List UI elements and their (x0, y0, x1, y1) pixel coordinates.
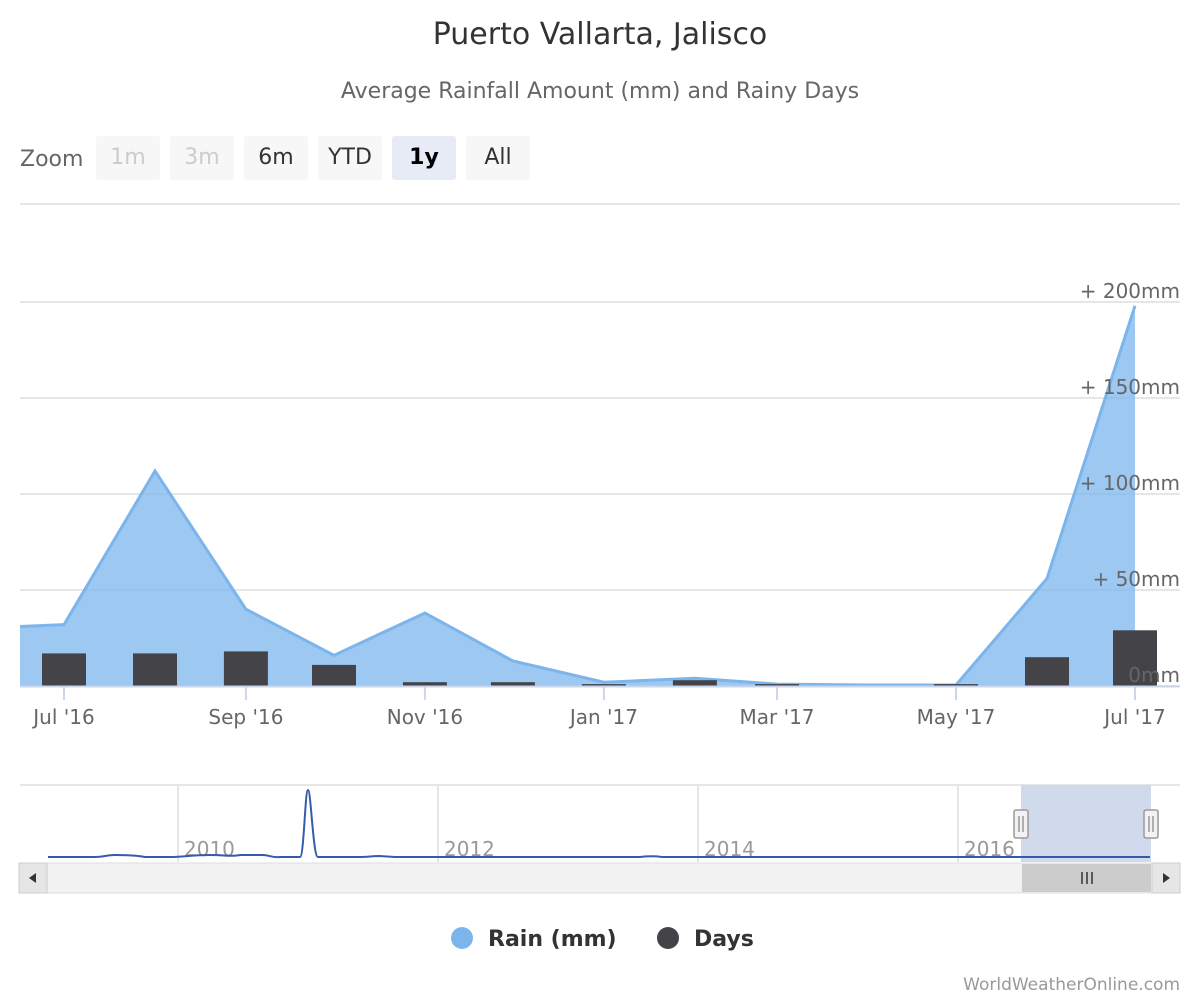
scroll-right-button[interactable] (1151, 862, 1181, 894)
x-tick-label: May '17 (917, 705, 996, 729)
legend-symbol (451, 927, 473, 949)
zoom-button-bg (392, 136, 456, 180)
y-tick-label: 0mm (1128, 663, 1180, 687)
x-tick-label: Mar '17 (739, 705, 814, 729)
zoom-button-bg (318, 136, 382, 180)
legend-label: Days (694, 927, 754, 952)
legend-item-rain[interactable]: Rain (mm) (451, 927, 617, 952)
days-bar (42, 653, 86, 686)
chevron-right-icon (1163, 873, 1170, 883)
zoom-button-bg (466, 136, 530, 180)
navigator-right-handle[interactable] (1143, 809, 1159, 839)
handle-body (1013, 809, 1029, 839)
y-axis: 0mm + 50mm + 100mm + 150mm + 200mm (1080, 279, 1180, 687)
rain-area (20, 305, 1135, 686)
y-tick-label: + 100mm (1080, 471, 1180, 495)
days-bar (755, 684, 799, 686)
x-axis: Jul '16 Sep '16 Nov '16 Jan '17 Mar '17 May '… (20, 685, 1180, 729)
navigator[interactable]: 2010 2012 2014 2016 (20, 784, 1180, 862)
legend: Rain (mm) Days (451, 927, 754, 952)
days-bar (402, 682, 447, 686)
navigator-selection[interactable] (1021, 785, 1151, 862)
legend-item-days[interactable]: Days (657, 927, 754, 952)
zoom-button-bg (170, 136, 234, 180)
zoom-button-ytd[interactable]: YTD (318, 136, 382, 180)
chart-title: Puerto Vallarta, Jalisco (433, 17, 768, 52)
zoom-button-label: 1m (110, 145, 145, 170)
x-tick-label: Jan '17 (568, 705, 638, 729)
y-tick-label: + 150mm (1080, 375, 1180, 399)
days-bar (223, 651, 268, 686)
navigator-series-line (48, 788, 1150, 859)
legend-label: Rain (mm) (488, 927, 617, 952)
zoom-button-bg (96, 136, 160, 180)
scroll-left-button[interactable] (18, 862, 48, 894)
zoom-button-1y[interactable]: 1y (392, 136, 456, 180)
days-bar (1113, 630, 1157, 686)
days-bar (934, 684, 978, 686)
y-tick-label: + 50mm (1092, 567, 1180, 591)
days-bar (312, 664, 356, 686)
zoom-button-label: YTD (327, 145, 372, 170)
days-series (42, 630, 1157, 686)
zoom-button-label: 1y (409, 145, 439, 170)
y-tick-label: + 200mm (1080, 279, 1180, 303)
handle-body (1143, 809, 1159, 839)
range-selector: Zoom 1m 3m 6m YTD 1y All (20, 136, 530, 180)
zoom-button-label: 6m (258, 145, 293, 170)
credits: WorldWeatherOnline.com (963, 975, 1180, 995)
x-tick-label: Nov '16 (387, 705, 463, 729)
legend-symbol (657, 927, 679, 949)
days-bar (1025, 657, 1069, 686)
zoom-button-1m[interactable]: 1m (96, 136, 160, 180)
rain-series (19, 305, 1137, 687)
zoom-button-label: 3m (184, 145, 219, 170)
zoom-button-bg (244, 136, 308, 180)
zoom-button-label: All (484, 145, 511, 170)
zoom-button-3m[interactable]: 3m (170, 136, 234, 180)
navigator-left-handle[interactable] (1013, 809, 1029, 839)
days-bar (490, 682, 535, 686)
chart-subtitle: Average Rainfall Amount (mm) and Rainy D… (341, 79, 859, 104)
navigator-year-label: 2010 (184, 837, 235, 861)
x-tick-label: Sep '16 (208, 705, 283, 729)
days-bar (133, 653, 177, 686)
x-tick-label: Jul '16 (31, 705, 94, 729)
scrollbar-track[interactable] (18, 862, 1181, 894)
scrollbar[interactable] (18, 862, 1181, 894)
days-bar (672, 680, 717, 686)
days-bar (581, 684, 626, 686)
zoom-label: Zoom (20, 147, 83, 172)
x-tick-label: Jul '17 (1102, 705, 1165, 729)
scrollbar-thumb[interactable] (1022, 864, 1151, 892)
chevron-left-icon (29, 873, 36, 883)
zoom-button-all[interactable]: All (466, 136, 530, 180)
zoom-button-6m[interactable]: 6m (244, 136, 308, 180)
